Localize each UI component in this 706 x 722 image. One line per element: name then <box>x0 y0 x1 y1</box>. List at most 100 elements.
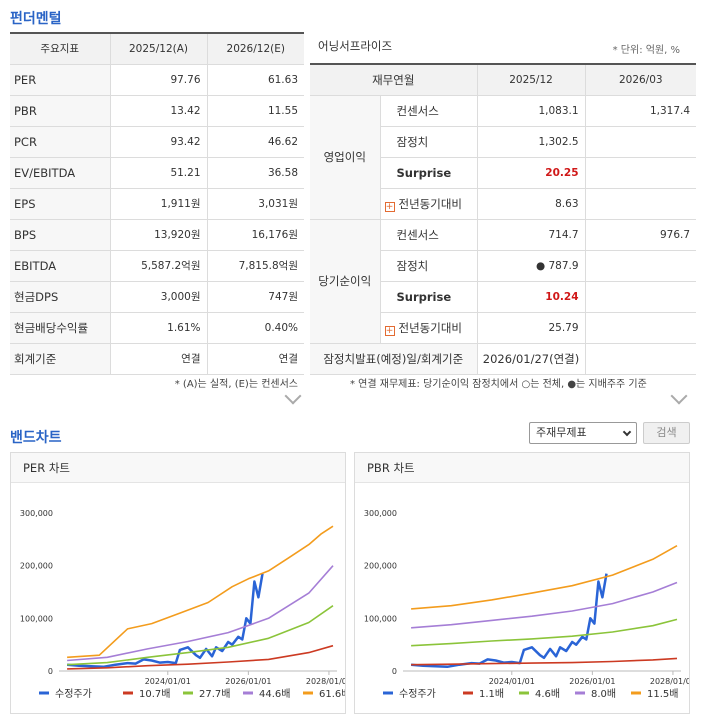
earnings-title: 어닝서프라이즈 <box>318 39 393 53</box>
fundamentals-header-row: 주요지표 2025/12(A) 2026/12(E) <box>10 32 304 65</box>
earnings-header: 2025/12 <box>477 63 586 96</box>
earnings-row-label: + 전년동기대비 <box>380 312 478 344</box>
metric-value: 연결 <box>207 343 304 375</box>
legend-label: 27.7배 <box>199 688 230 700</box>
earnings-value <box>585 126 697 158</box>
metric-value: 36.58 <box>207 157 304 189</box>
legend-label: 수정주가 <box>55 688 92 700</box>
legend-label: 11.5배 <box>647 688 678 700</box>
fundamentals-table: 주요지표 2025/12(A) 2026/12(E) PER 97.76 61.63… <box>10 32 304 375</box>
earnings-value: 20.25 <box>477 157 586 189</box>
expand-earnings-icon[interactable] <box>670 387 688 405</box>
table-row: Surprise 20.25 <box>310 157 697 189</box>
metric-label: BPS <box>10 219 111 251</box>
y-tick-label: 100,000 <box>20 614 53 623</box>
table-row: 회계기준 연결 연결 <box>10 343 304 375</box>
metric-value: 0.40% <box>207 312 304 344</box>
earnings-value <box>585 188 697 220</box>
x-tick-label: 2026/01/01 <box>225 677 271 686</box>
fundamentals-header: 2025/12(A) <box>110 32 208 65</box>
earnings-value: 1,317.4 <box>585 95 697 127</box>
x-tick-label: 2024/01/01 <box>145 677 191 686</box>
table-row: 잠정치발표(예정)일/회계기준 2026/01/27(연결) <box>310 343 697 375</box>
earnings-value: 25.79 <box>477 312 586 344</box>
table-row: 현금DPS 3,000원 747원 <box>10 281 304 313</box>
release-date-label: 잠정치발표(예정)일/회계기준 <box>310 343 478 375</box>
table-row: PCR 93.42 46.62 <box>10 126 304 158</box>
metric-label: PCR <box>10 126 111 158</box>
expand-plus-icon[interactable]: + <box>384 201 395 212</box>
earnings-value: 714.7 <box>477 219 586 251</box>
release-empty-cell <box>585 343 697 375</box>
earnings-value: 976.7 <box>585 219 697 251</box>
table-row: BPS 13,920원 16,176원 <box>10 219 304 251</box>
earnings-unit: * 단위: 억원, % <box>612 45 680 56</box>
fundamentals-note: * (A)는 실적, (E)는 컨센서스 <box>174 379 298 390</box>
metric-label: PBR <box>10 95 111 127</box>
metric-label: EBITDA <box>10 250 111 282</box>
y-tick-label: 0 <box>392 667 397 676</box>
per-chart-title: PER 차트 <box>11 453 345 483</box>
metric-value: 51.21 <box>110 157 208 189</box>
series-line-0 <box>410 573 608 669</box>
metric-value: 7,815.8억원 <box>207 250 304 282</box>
table-row: + 전년동기대비 8.63 <box>310 188 697 220</box>
legend-label: 4.6배 <box>535 688 560 700</box>
earnings-header: 재무연월 <box>310 63 478 96</box>
earnings-row-label-text: 잠정치 <box>396 134 429 149</box>
metric-value: 97.76 <box>110 64 208 96</box>
table-row: PER 97.76 61.63 <box>10 64 304 96</box>
fundamentals-header: 주요지표 <box>10 32 111 65</box>
earnings-header: 2026/03 <box>585 63 697 96</box>
series-line-4 <box>67 525 334 659</box>
statement-select[interactable]: 주재무제표 <box>529 422 637 444</box>
per-chart-panel: PER 차트 300,000 200,000 100,000 0 2024/01/01 2… <box>10 452 346 714</box>
earnings-row-label: 컨센서스 <box>380 95 478 127</box>
earnings-row-label: + 전년동기대비 <box>380 188 478 220</box>
table-row: 현금배당수익률 1.61% 0.40% <box>10 312 304 344</box>
metric-value: 3,000원 <box>110 281 208 313</box>
expand-fundamentals-icon[interactable] <box>284 387 302 405</box>
fundamentals-header: 2026/12(E) <box>207 32 304 65</box>
legend-label: 1.1배 <box>479 688 504 700</box>
fundamentals-title: 펀더멘털 <box>10 11 62 27</box>
y-tick-label: 200,000 <box>364 562 397 571</box>
metric-value: 61.63 <box>207 64 304 96</box>
legend-label: 44.6배 <box>259 688 290 700</box>
earnings-row-label-text: 전년동기대비 <box>398 196 462 211</box>
table-row: 잠정치 1,302.5 <box>310 126 697 158</box>
y-tick-label: 100,000 <box>364 614 397 623</box>
earnings-row-label-text: 잠정치 <box>396 258 429 273</box>
series-line-2 <box>411 618 678 647</box>
earnings-row-label: 잠정치 <box>380 126 478 158</box>
series-line-2 <box>67 605 334 666</box>
y-tick-label: 200,000 <box>20 562 53 571</box>
per-chart: 300,000 200,000 100,000 0 2024/01/01 2026/01/… <box>20 509 345 700</box>
earnings-note: * 연결 재무제표: 당기순이익 잠정치에서 ○는 전체, ●는 지배주주 기준 <box>350 379 647 390</box>
table-row: PBR 13.42 11.55 <box>10 95 304 127</box>
legend-label: 10.7배 <box>139 688 170 700</box>
y-tick-label: 0 <box>48 667 53 676</box>
legend-label: 8.0배 <box>591 688 616 700</box>
earnings-row-label: Surprise <box>380 281 478 313</box>
earnings-value <box>585 312 697 344</box>
statement-select-value: 주재무제표 <box>536 426 587 439</box>
metric-label: 현금배당수익률 <box>10 312 111 344</box>
band-chart-title: 밴드차트 <box>10 430 62 446</box>
metric-value: 11.55 <box>207 95 304 127</box>
search-button[interactable]: 검색 <box>643 422 690 444</box>
series-line-3 <box>411 581 678 629</box>
metric-value: 연결 <box>110 343 208 375</box>
table-row: Surprise 10.24 <box>310 281 697 313</box>
legend-label: 수정주가 <box>399 688 436 700</box>
earnings-value <box>585 250 697 282</box>
expand-plus-icon[interactable]: + <box>384 325 395 336</box>
metric-value: 1,911원 <box>110 188 208 220</box>
metric-value: 747원 <box>207 281 304 313</box>
x-tick-label: 2024/01/01 <box>489 677 535 686</box>
series-line-1 <box>411 657 678 666</box>
x-tick-label: 2028/01/01 <box>306 677 345 686</box>
metric-value: 3,031원 <box>207 188 304 220</box>
chevron-down-icon <box>622 427 632 437</box>
earnings-row-label-text: 전년동기대비 <box>398 320 462 335</box>
